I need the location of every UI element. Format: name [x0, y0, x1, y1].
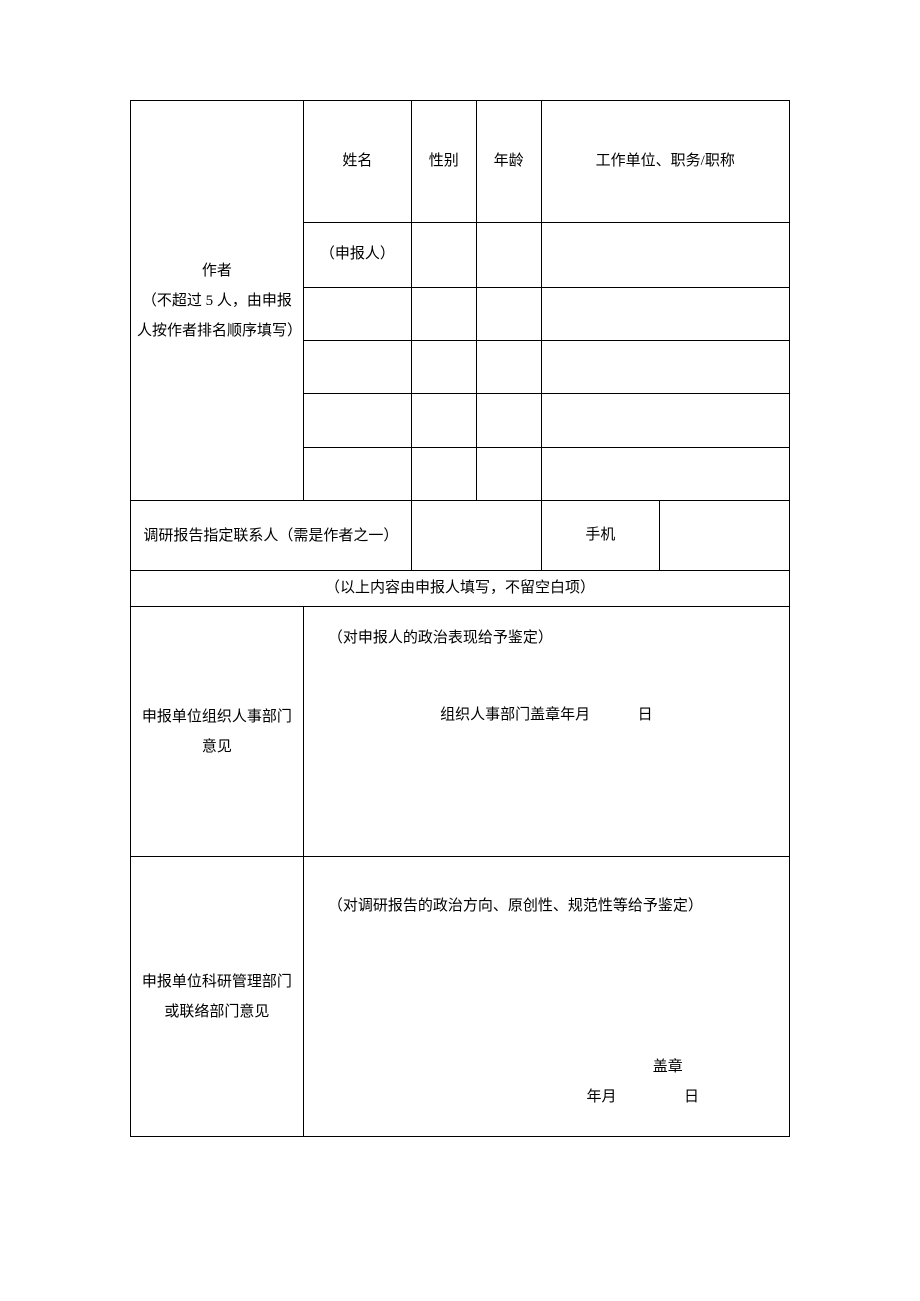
col-header-name: 姓名	[303, 101, 411, 223]
contact-row: 调研报告指定联系人（需是作者之一） 手机	[131, 501, 790, 571]
col-header-gender: 性别	[411, 101, 476, 223]
author-header-row: 作者 （不超过 5 人，由申报人按作者排名顺序填写） 姓名 性别 年龄 工作单位…	[131, 101, 790, 223]
author-4-name	[303, 394, 411, 447]
author-2-age	[476, 287, 541, 340]
author-3-name	[303, 340, 411, 393]
opinion2-content: （对调研报告的政治方向、原创性、规范性等给予鉴定） 盖章 年月 日	[303, 857, 789, 1137]
author-4-age	[476, 394, 541, 447]
author-2-gender	[411, 287, 476, 340]
opinion2-intro: （对调研报告的政治方向、原创性、规范性等给予鉴定）	[320, 875, 773, 920]
author-1-workplace	[541, 223, 790, 287]
opinion1-intro: （对申报人的政治表现给予鉴定）	[320, 625, 773, 652]
note-text: （以上内容由申报人填写，不留空白项）	[131, 571, 790, 607]
opinion1-day: 日	[638, 707, 653, 723]
author-4-gender	[411, 394, 476, 447]
author-3-gender	[411, 340, 476, 393]
author-section-label: 作者 （不超过 5 人，由申报人按作者排名顺序填写）	[131, 101, 304, 501]
contact-label: 调研报告指定联系人（需是作者之一）	[131, 501, 412, 571]
author-5-gender	[411, 447, 476, 500]
col-header-workplace: 工作单位、职务/职称	[541, 101, 790, 223]
opinion2-day: 日	[684, 1089, 699, 1105]
author-5-age	[476, 447, 541, 500]
author-3-workplace	[541, 340, 790, 393]
author-4-workplace	[541, 394, 790, 447]
author-1-gender	[411, 223, 476, 287]
note-row: （以上内容由申报人填写，不留空白项）	[131, 571, 790, 607]
contact-phone-label: 手机	[541, 501, 660, 571]
author-1-name: （申报人）	[303, 223, 411, 287]
opinion2-yearmonth: 年月	[586, 1089, 616, 1105]
opinion2-row: 申报单位科研管理部门或联络部门意见 （对调研报告的政治方向、原创性、规范性等给予…	[131, 857, 790, 1137]
application-form-table: 作者 （不超过 5 人，由申报人按作者排名顺序填写） 姓名 性别 年龄 工作单位…	[130, 100, 790, 1137]
opinion1-content: （对申报人的政治表现给予鉴定） 组织人事部门盖章年月 日	[303, 607, 789, 857]
author-2-name	[303, 287, 411, 340]
contact-phone-value	[660, 501, 790, 571]
opinion2-seal-block: 盖章 年月 日	[636, 1052, 699, 1112]
author-2-workplace	[541, 287, 790, 340]
col-header-age: 年龄	[476, 101, 541, 223]
opinion2-label: 申报单位科研管理部门或联络部门意见	[131, 857, 304, 1137]
opinion1-row: 申报单位组织人事部门意见 （对申报人的政治表现给予鉴定） 组织人事部门盖章年月 …	[131, 607, 790, 857]
opinion1-seal: 组织人事部门盖章年月	[440, 707, 590, 723]
opinion2-seal: 盖章	[636, 1052, 699, 1082]
contact-name-value	[411, 501, 541, 571]
author-5-name	[303, 447, 411, 500]
author-label-text: 作者 （不超过 5 人，由申报人按作者排名顺序填写）	[137, 263, 302, 339]
author-1-age	[476, 223, 541, 287]
opinion1-label: 申报单位组织人事部门意见	[131, 607, 304, 857]
author-3-age	[476, 340, 541, 393]
author-5-workplace	[541, 447, 790, 500]
